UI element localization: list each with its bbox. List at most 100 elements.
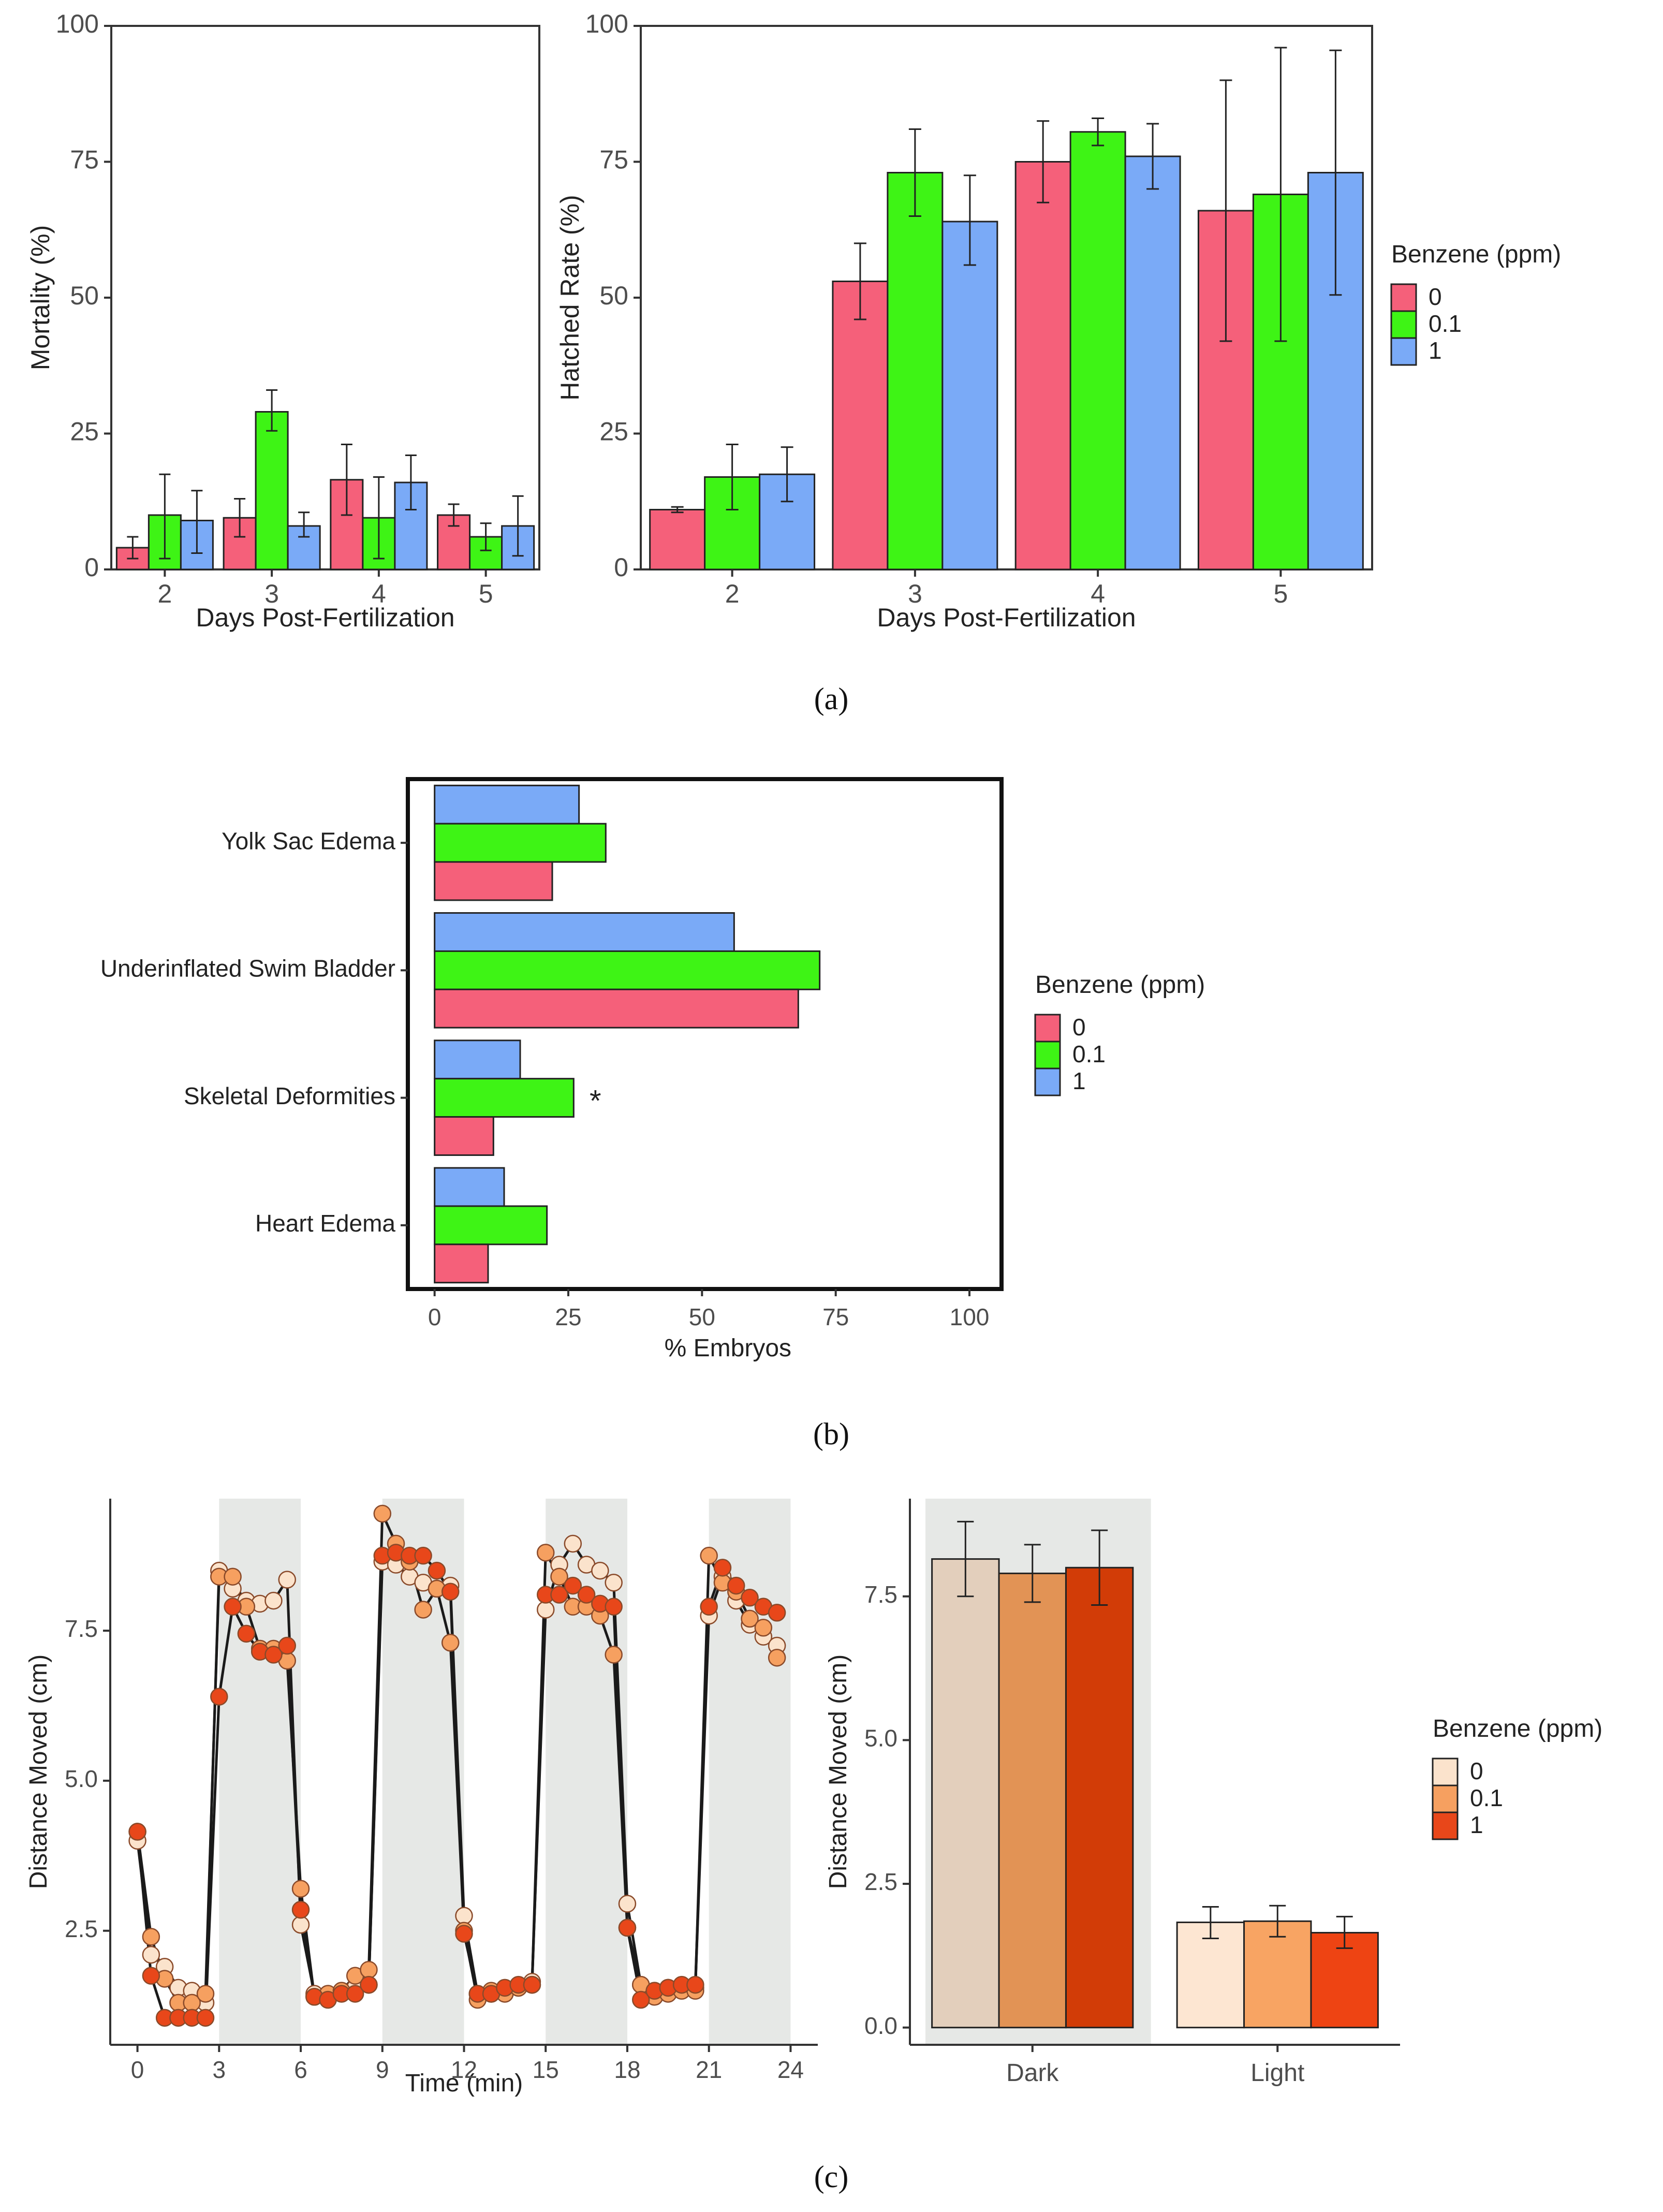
- hatched-rate-chart: Hatched Rate (%) Days Post-Fertilization…: [555, 9, 1373, 632]
- x-tick-label: 4: [372, 579, 386, 608]
- legend-c-title: Benzene (ppm): [1433, 1715, 1602, 1742]
- abnormalities-chart: % Embryos 0 25 50 75 100 Yolk Sac Edema Underi…: [100, 777, 1004, 1362]
- point-1-t15.5: [550, 1586, 568, 1604]
- point-0-t17: [591, 1561, 609, 1580]
- legend-b-label-0: 0: [1072, 1014, 1086, 1041]
- point-1-t2.5: [196, 2009, 215, 2027]
- legend-a-label-0: 0: [1429, 283, 1442, 310]
- point-1-t21: [700, 1598, 718, 1616]
- bar-period-Dark-0: [931, 1558, 1000, 2029]
- point-0.1-t3.5: [224, 1568, 242, 1586]
- legend-key-0: [1390, 283, 1417, 312]
- bar-hatched-4-1: [1124, 155, 1181, 570]
- x-tick-label: 18: [614, 2056, 640, 2083]
- legend-b-title: Benzene (ppm): [1035, 971, 1205, 999]
- mortality-y-axis-label: Mortality (%): [26, 225, 55, 371]
- point-0-t16: [564, 1534, 582, 1553]
- legend-key-0: [1034, 1014, 1061, 1043]
- y-tick-label: 75: [70, 145, 99, 174]
- bar-period-Dark-1: [1065, 1566, 1134, 2029]
- x-tick-label: 5: [479, 579, 493, 608]
- bar-abn-Heart Edema-0: [434, 1243, 489, 1284]
- point-0.1-t21: [700, 1546, 718, 1565]
- point-0-t5.5: [278, 1571, 296, 1589]
- movement-time-chart: Distance Moved (cm) Time (min) 2.5 5.0 7.5…: [25, 1499, 818, 2097]
- point-0.1-t0.5: [142, 1928, 160, 1946]
- bar-hatched-2-0: [649, 509, 706, 570]
- point-0.1-t11.5: [441, 1633, 460, 1652]
- y-tick-label: 0: [84, 553, 99, 582]
- bar-abn-Yolk Sac Edema-1: [434, 784, 580, 825]
- bar-abn-Yolk Sac Edema-0: [434, 861, 553, 901]
- x-tick-label: 6: [294, 2056, 307, 2083]
- legend-a-label-0.1: 0.1: [1429, 310, 1462, 337]
- point-1-t23.5: [768, 1604, 786, 1622]
- y-tick-label: 25: [599, 417, 628, 446]
- y-tick-label: Yolk Sac Edema: [222, 827, 395, 854]
- bar-abn-Skeletal Deformities-1: [434, 1039, 521, 1080]
- point-1-t5: [264, 1646, 283, 1664]
- point-1-t11: [428, 1561, 446, 1580]
- point-0-t0.5: [142, 1945, 160, 1964]
- x-tick-label: 12: [451, 2056, 477, 2083]
- point-1-t3.5: [224, 1598, 242, 1616]
- point-1-t20.5: [686, 1975, 704, 1994]
- bar-abn-Heart Edema-1: [434, 1167, 505, 1207]
- point-1-t8: [346, 1985, 364, 2003]
- bar-mortality-3-0.1: [255, 411, 289, 570]
- point-0.1-t9: [373, 1504, 392, 1523]
- point-1-t16: [564, 1576, 582, 1595]
- point-0.1-t2.5: [196, 1985, 215, 2003]
- legend-c: Benzene (ppm) 0 0.1 1: [1432, 1715, 1602, 1840]
- legend-key-0: [1432, 1757, 1459, 1786]
- bar-abn-Skeletal Deformities-0.1: [434, 1078, 575, 1118]
- mortality-chart: Mortality (%) Days Post-Fertilization 0 2…: [26, 9, 540, 632]
- x-tick-label: Dark: [1006, 2059, 1059, 2087]
- point-0.1-t17.5: [605, 1646, 623, 1664]
- panel-label-b: (b): [813, 1417, 849, 1451]
- bar-period-Dark-0.1: [998, 1572, 1067, 2029]
- bar-hatched-3-0.1: [887, 172, 944, 570]
- legend-b-label-0.1: 0.1: [1072, 1041, 1106, 1067]
- point-0-t5: [264, 1591, 283, 1610]
- y-tick-label: 50: [599, 281, 628, 310]
- y-tick-label: 0: [614, 553, 628, 582]
- point-1-t22.5: [741, 1589, 759, 1607]
- bar-hatched-4-0: [1014, 161, 1071, 570]
- x-tick-label: 3: [908, 579, 922, 608]
- y-tick-label: 5.0: [864, 1725, 897, 1752]
- point-1-t0.5: [142, 1967, 160, 1985]
- point-1-t17.5: [605, 1598, 623, 1616]
- point-0.1-t6: [291, 1880, 310, 1898]
- point-0.1-t8.5: [360, 1960, 378, 1979]
- legend-key-0.1: [1432, 1784, 1459, 1813]
- point-0.1-t15.5: [550, 1568, 568, 1586]
- legend-c-label-0: 0: [1470, 1757, 1483, 1784]
- point-1-t10.5: [414, 1546, 432, 1565]
- point-1-t11.5: [441, 1583, 460, 1601]
- bar-abn-Underinflated Swim Bladder-1: [434, 912, 735, 952]
- bar-hatched-3-0: [832, 281, 889, 570]
- y-tick-label: 7.5: [65, 1615, 98, 1642]
- point-1-t22: [727, 1576, 745, 1595]
- legend-c-label-0.1: 0.1: [1470, 1784, 1503, 1811]
- legend-a-label-1: 1: [1429, 337, 1442, 364]
- y-tick-label: Heart Edema: [255, 1210, 395, 1237]
- y-tick-label: Skeletal Deformities: [184, 1082, 395, 1109]
- point-1-t4: [237, 1624, 256, 1643]
- point-1-t18: [618, 1918, 637, 1937]
- panel-label-a: (a): [814, 682, 849, 716]
- point-1-t18.5: [632, 1990, 650, 2009]
- y-tick-label: 100: [56, 9, 99, 38]
- legend-a-title: Benzene (ppm): [1391, 241, 1561, 268]
- point-1-t0: [128, 1823, 146, 1841]
- significance-star: *: [590, 1085, 601, 1118]
- x-tick-label: 25: [555, 1303, 581, 1330]
- point-0.1-t23.5: [768, 1648, 786, 1667]
- x-tick-label: 0: [428, 1303, 441, 1330]
- point-1-t12: [455, 1925, 473, 1943]
- point-1-t8.5: [360, 1975, 378, 1994]
- x-tick-label: 21: [696, 2056, 722, 2083]
- y-tick-label: 5.0: [65, 1765, 98, 1792]
